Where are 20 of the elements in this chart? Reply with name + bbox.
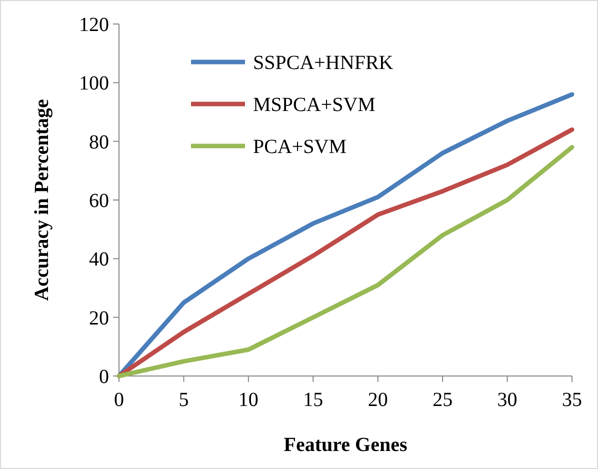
x-tick-label: 0 [114,389,124,411]
y-tick-label: 80 [89,131,109,154]
x-tick-label: 20 [368,389,388,411]
x-axis-title: Feature Genes [284,434,408,456]
y-tick-label: 0 [99,366,109,388]
x-tick-label: 10 [238,389,258,411]
legend-label: MSPCA+SVM [253,94,376,116]
x-tick-label: 35 [562,389,582,411]
y-tick-label: 40 [89,248,109,271]
x-tick-label: 15 [303,389,324,411]
legend-label: PCA+SVM [253,136,347,158]
x-tick-label: 30 [497,389,518,411]
x-tick-label: 5 [178,389,189,411]
y-tick-label: 120 [79,14,109,36]
y-tick-label: 100 [79,72,109,95]
y-axis-title: Accuracy in Percentage [31,98,53,301]
x-tick-label: 25 [432,389,453,411]
y-tick-label: 20 [89,307,109,330]
y-tick-label: 60 [89,190,109,212]
legend-label: SSPCA+HNFRK [253,52,394,74]
